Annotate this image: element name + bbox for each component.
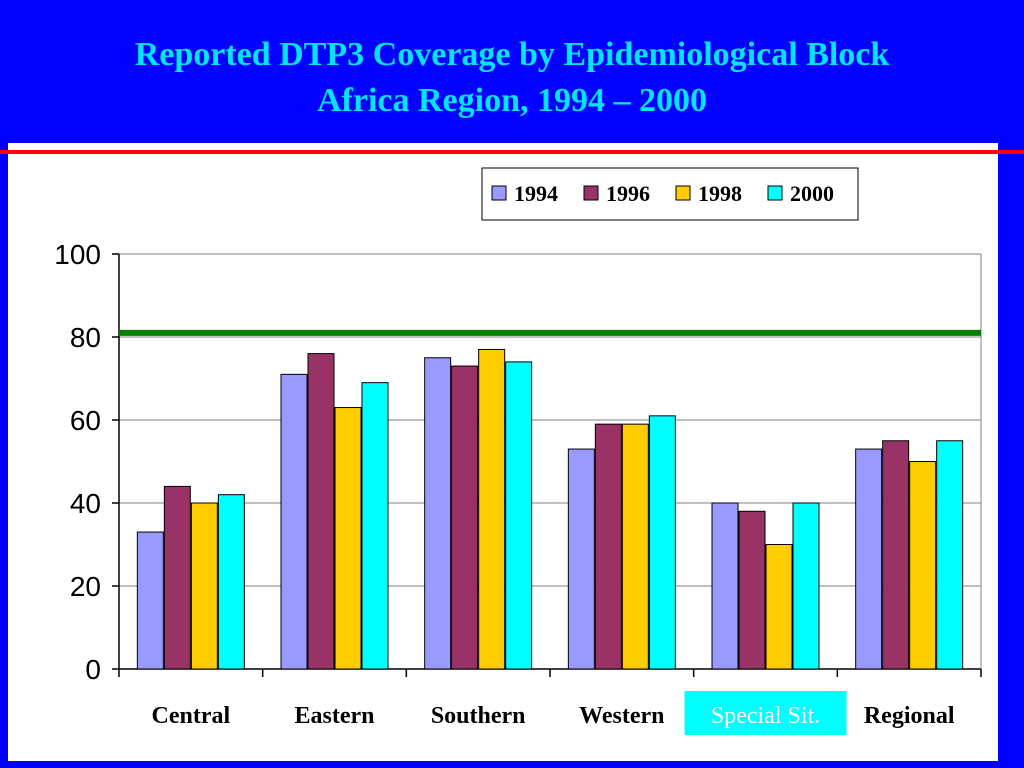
bar-1996-eastern [307,353,335,670]
y-tick-label: 20 [70,571,101,602]
bar-1994-western [567,448,595,670]
y-tick-label: 60 [70,405,101,436]
bar-1996-western [594,423,622,670]
bar-2000-regional [936,440,964,670]
plot-area [118,253,982,670]
bar-2000-western [648,415,676,670]
y-tick-label: 80 [70,322,101,353]
bar-1994-central [136,531,164,670]
bar-chart: 0 20 40 60 80 100 Central Eastern Southern Wester… [54,167,982,735]
category-label: Central [152,703,231,729]
legend-label-1994: 1994 [514,181,558,206]
legend [481,167,859,221]
legend-swatch-1994 [491,185,507,201]
bar-1996-southern [451,365,479,670]
category-label: Southern [431,703,526,729]
bar-1998-regional [909,461,937,670]
title-line-1: Reported DTP3 Coverage by Epidemiologica… [134,36,890,73]
legend-label-1998: 1998 [698,181,742,206]
y-tick-label: 100 [54,239,101,270]
bar-1998-southern [478,348,506,670]
title-line-2: Africa Region, 1994 – 2000 [316,82,707,119]
bar-2000-central [217,494,245,670]
category-label: Special Sit. [711,703,820,729]
bar-1996-special-sit- [738,510,766,670]
category-highlight [684,691,847,735]
title-divider [0,150,1024,154]
category-label: Regional [864,703,955,729]
y-tick-label: 40 [70,488,101,519]
category-label: Western [579,703,664,729]
bar-1994-eastern [280,373,308,670]
bar-1996-central [163,485,191,670]
bar-1994-regional [855,448,883,670]
bar-1994-special-sit- [711,502,739,670]
legend-swatch-1998 [675,185,691,201]
legend-label-2000: 2000 [790,181,834,206]
bar-1994-southern [424,357,452,670]
bar-1998-western [621,423,649,670]
bar-2000-special-sit- [792,502,820,670]
bar-1998-eastern [334,407,362,670]
y-tick-label: 0 [85,654,101,685]
bar-1996-regional [882,440,910,670]
slide-title: Reported DTP3 Coverage by Epidemiologica… [0,32,1024,124]
legend-label-1996: 1996 [606,181,650,206]
bar-2000-eastern [361,382,389,670]
category-label: Eastern [295,703,375,729]
bar-2000-southern [505,361,533,670]
legend-swatch-1996 [583,185,599,201]
bar-1998-central [190,502,218,670]
chart-panel: 0 20 40 60 80 100 Central Eastern Southern Wester… [8,143,998,761]
legend-swatch-2000 [767,185,783,201]
bar-1998-special-sit- [765,544,793,670]
